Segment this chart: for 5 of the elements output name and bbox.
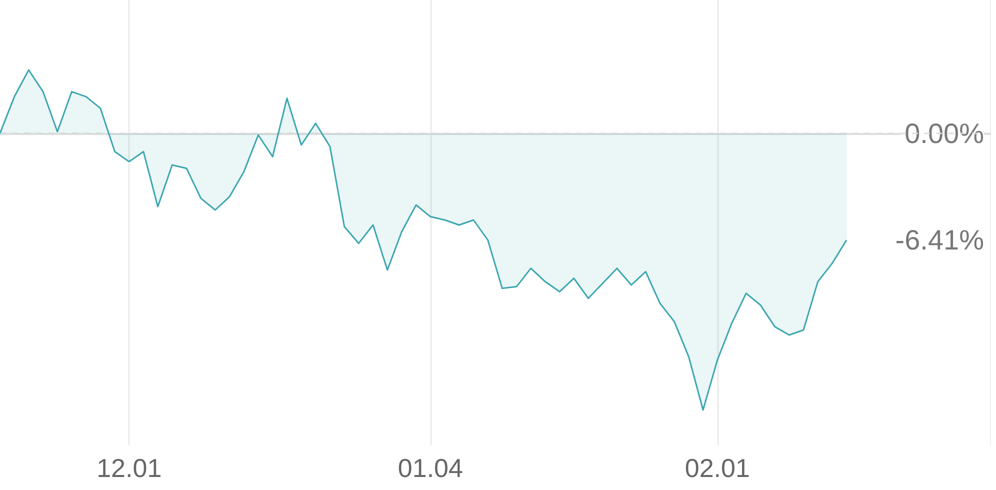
x-tick-label: 01.04	[398, 453, 463, 483]
x-tick-label: 12.01	[96, 453, 162, 483]
x-tick-label: 02.01	[684, 453, 750, 483]
y-tick-label: 0.00%	[904, 118, 984, 149]
y-tick-label: -6.41%	[895, 224, 984, 256]
